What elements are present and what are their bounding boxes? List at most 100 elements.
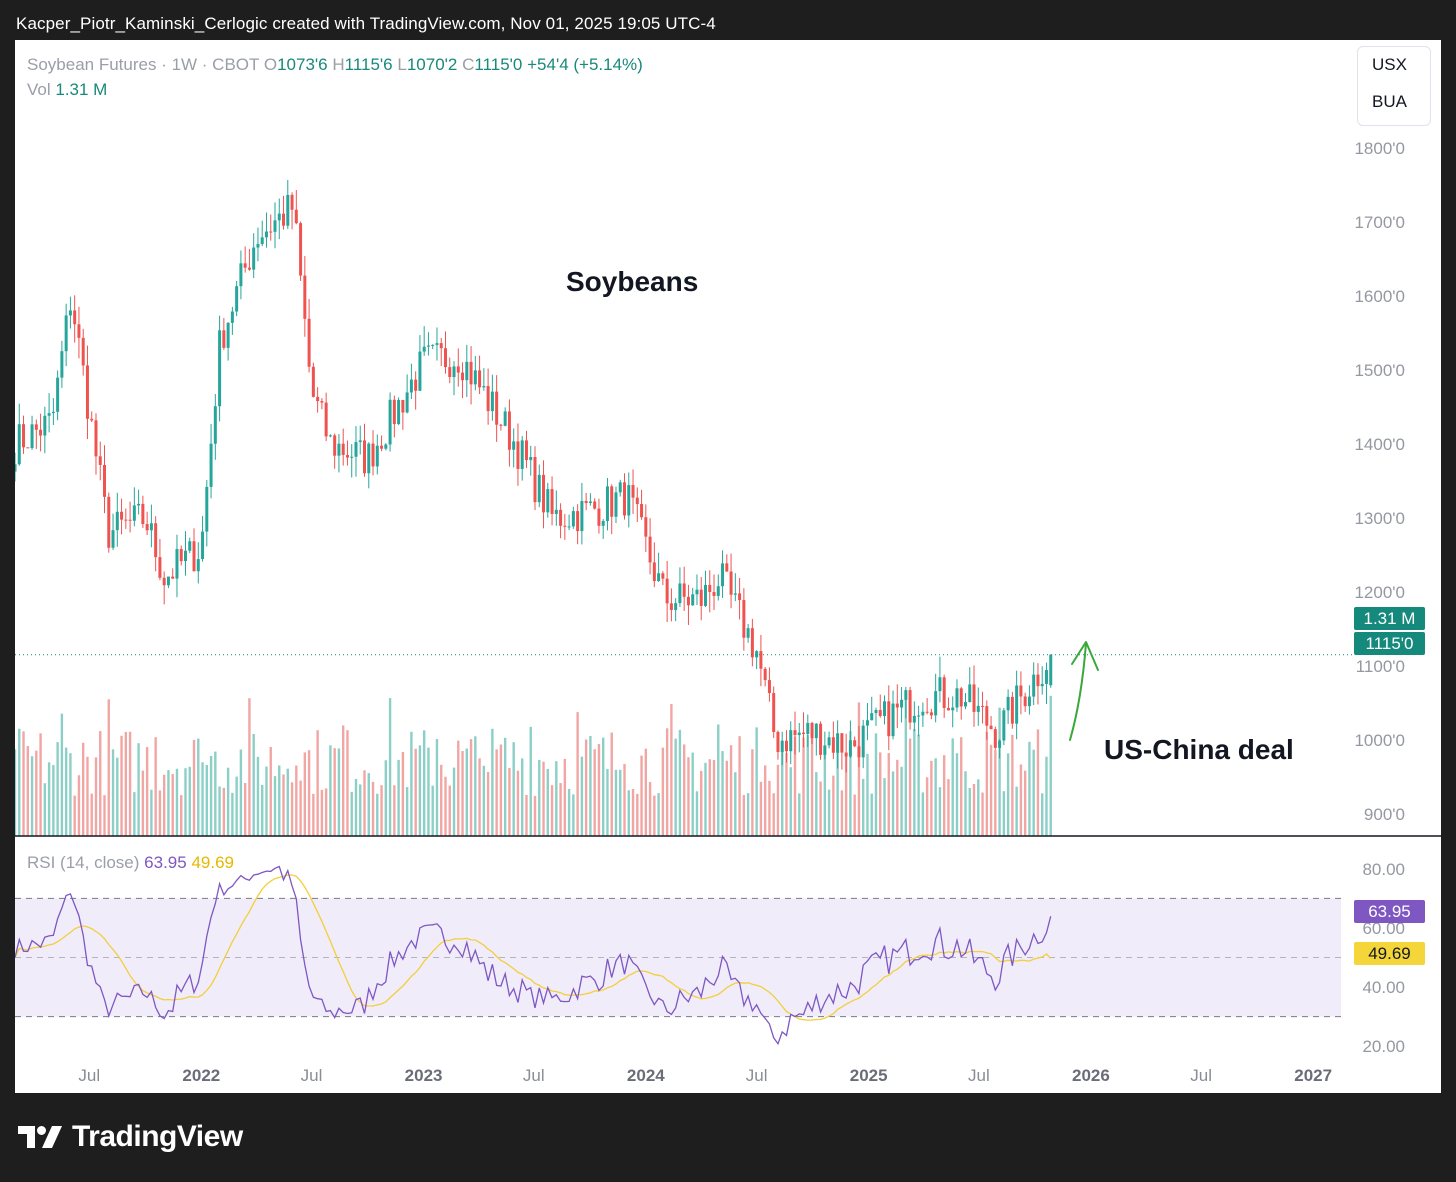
candle-body [593,501,597,509]
candle-body [802,732,806,734]
symbol-name[interactable]: Soybean Futures · 1W · CBOT [27,55,260,74]
candle-body [993,729,997,748]
candle-body [836,733,840,753]
volume-bar [913,728,916,836]
volume-bar [367,773,370,836]
time-axis-tick: Jul [746,1066,768,1085]
candle-body [409,379,413,393]
candle-body [103,464,107,497]
volume-bar [307,750,311,836]
candle-body [810,722,814,739]
volume-bar [440,764,443,836]
candle-body [550,489,554,514]
volume-bar [682,744,686,836]
chart-title-annotation: Soybeans [566,266,699,297]
volume-bar [781,748,784,836]
volume-bar [712,760,716,836]
candle-body [789,730,793,752]
chart-credit: Kacper_Piotr_Kaminski_Cerlogic created w… [16,14,716,33]
candle-body [686,596,690,606]
candle-body [635,497,639,504]
volume-bar [810,735,814,836]
volume-bar [269,746,272,836]
candle-body [695,589,699,595]
candle-body [554,509,558,514]
candle-body [946,707,950,711]
price-axis-tick: 1400'0 [1354,435,1405,454]
rsi-ma-tag: 49.69 [1354,942,1425,965]
candle-body [648,536,652,563]
volume-bar [670,703,673,836]
volume-bar [994,749,997,836]
candle-body [776,731,780,753]
volume-bar [977,779,980,836]
volume-bar [333,748,336,836]
volume-bar [239,749,243,836]
candle-body [934,691,938,716]
candle-body [448,367,452,377]
volume-bar [444,776,447,836]
candle-body [644,517,648,537]
volume-bar [86,756,89,836]
volume-bar [798,793,801,836]
candle-body [524,440,528,461]
candle-body [260,237,264,245]
unit-bua[interactable]: BUA [1372,92,1407,111]
candle-body [324,402,328,437]
candle-body [618,482,622,493]
volume-bar [653,795,656,836]
candle-body [162,577,166,586]
tradingview-logo[interactable]: TradingView [18,1120,243,1154]
volume-bar [614,769,618,836]
candle-body [431,344,435,346]
candle-body [878,710,882,716]
chart-canvas[interactable]: 1800'0 1700'0 1600'0 1500'0 1400'0 1300'0 1200… [15,40,1441,1093]
volume-bar [486,771,490,836]
volume-bar [955,753,959,836]
volume-bar [725,760,729,836]
volume-bar [695,791,699,836]
candle-body [375,445,379,467]
candle-body [567,526,571,528]
rsi-label[interactable]: RSI (14, close) [27,853,140,872]
volume-bar [576,712,579,836]
symbol-legend: Soybean Futures · 1W · CBOT O1073'6 H111… [27,55,643,75]
candle-body [1006,696,1010,711]
candle-body [68,310,72,316]
volume-bar [968,788,971,836]
candle-body [610,486,614,517]
candle-body [316,396,320,402]
candle-body [120,511,124,520]
unit-usx[interactable]: USX [1372,55,1407,74]
volume-bar [103,795,106,836]
volume-bar [393,785,396,836]
candle-body [337,443,341,456]
time-axis-tick: 2023 [405,1066,443,1085]
volume-bar [201,762,204,836]
volume-label[interactable]: Vol [27,80,51,99]
volume-bar [546,768,549,836]
candle-body [51,411,55,414]
volume-bar [47,762,51,836]
volume-bar [627,790,630,836]
candle-body [303,275,307,319]
volume-bar [401,751,405,836]
candle-body [912,715,916,723]
candle-body [273,220,277,232]
time-axis-tick: 2026 [1072,1066,1110,1085]
candle-body [755,651,759,658]
candle-body [443,348,447,368]
candle-body [282,213,286,226]
volume-bar [90,793,93,836]
volume-bar [619,769,622,836]
volume-bar [610,732,613,836]
chart-frame[interactable]: 1800'0 1700'0 1600'0 1500'0 1400'0 1300'0 1200… [15,40,1441,1093]
volume-bar [350,791,353,836]
candle-body [631,485,635,498]
volume-bar [499,744,503,836]
candle-body [985,706,989,726]
high-label: H [332,55,345,74]
unit-selector[interactable]: USX BUA [1357,46,1431,126]
volume-bar [947,779,950,836]
candle-body [307,318,311,367]
